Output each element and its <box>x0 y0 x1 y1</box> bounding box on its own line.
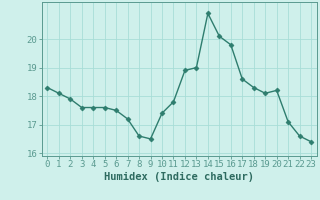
X-axis label: Humidex (Indice chaleur): Humidex (Indice chaleur) <box>104 172 254 182</box>
